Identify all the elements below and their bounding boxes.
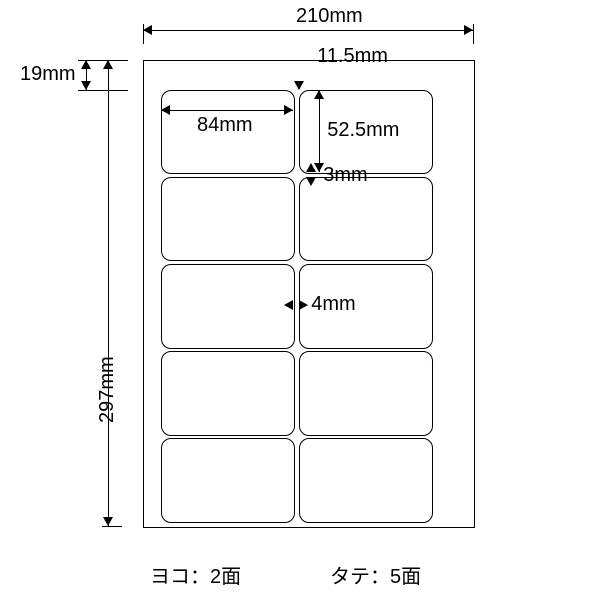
arrow-left-icon xyxy=(284,300,293,310)
arrow-right-icon xyxy=(284,105,293,115)
dim-label-width-line xyxy=(161,110,293,111)
arrow-right-icon xyxy=(464,25,473,35)
arrow-down-icon xyxy=(294,81,304,90)
arrow-down-icon xyxy=(81,81,91,90)
dim-page-width-label: 210mm xyxy=(296,5,363,28)
arrow-down-icon xyxy=(306,177,316,186)
dim-page-width-line xyxy=(143,30,473,31)
caption-tate: タテ：5面 xyxy=(330,560,421,589)
dim-tick xyxy=(473,24,474,44)
arrow-left-icon xyxy=(143,25,152,35)
dim-gap-y-label: 3mm xyxy=(323,164,367,187)
dim-gap-x-label: 4mm xyxy=(311,293,355,316)
dim-tick xyxy=(102,526,122,527)
dim-margin-left-label: 11.5mm xyxy=(317,45,388,68)
dim-tick xyxy=(78,90,128,91)
dim-tick xyxy=(143,24,144,44)
arrow-up-icon xyxy=(314,90,324,99)
label-cell xyxy=(161,177,295,261)
arrow-right-icon xyxy=(299,300,308,310)
arrow-up-icon xyxy=(103,60,113,69)
label-cell xyxy=(161,264,295,348)
dim-page-height-label: 297mm xyxy=(96,357,119,424)
label-cell xyxy=(299,177,433,261)
diagram-stage: 210mm 11.5mm 19mm 84mm 52.5mm 3mm 4mm 29… xyxy=(0,0,600,600)
dim-label-width-label: 84mm xyxy=(197,114,253,137)
caption-yoko: ヨコ：2面 xyxy=(150,560,241,589)
arrow-left-icon xyxy=(161,105,170,115)
label-cell xyxy=(161,351,295,435)
arrow-down-icon xyxy=(103,517,113,526)
label-cell xyxy=(299,438,433,522)
label-cell xyxy=(161,438,295,522)
arrow-up-icon xyxy=(81,60,91,69)
dim-page-height-line xyxy=(108,60,109,526)
arrow-up-icon xyxy=(306,163,316,172)
dim-label-height-line xyxy=(319,90,320,172)
dim-margin-top-label: 19mm xyxy=(20,63,76,86)
dim-label-height-label: 52.5mm xyxy=(327,119,399,142)
label-cell xyxy=(299,351,433,435)
dim-tick xyxy=(102,60,122,61)
